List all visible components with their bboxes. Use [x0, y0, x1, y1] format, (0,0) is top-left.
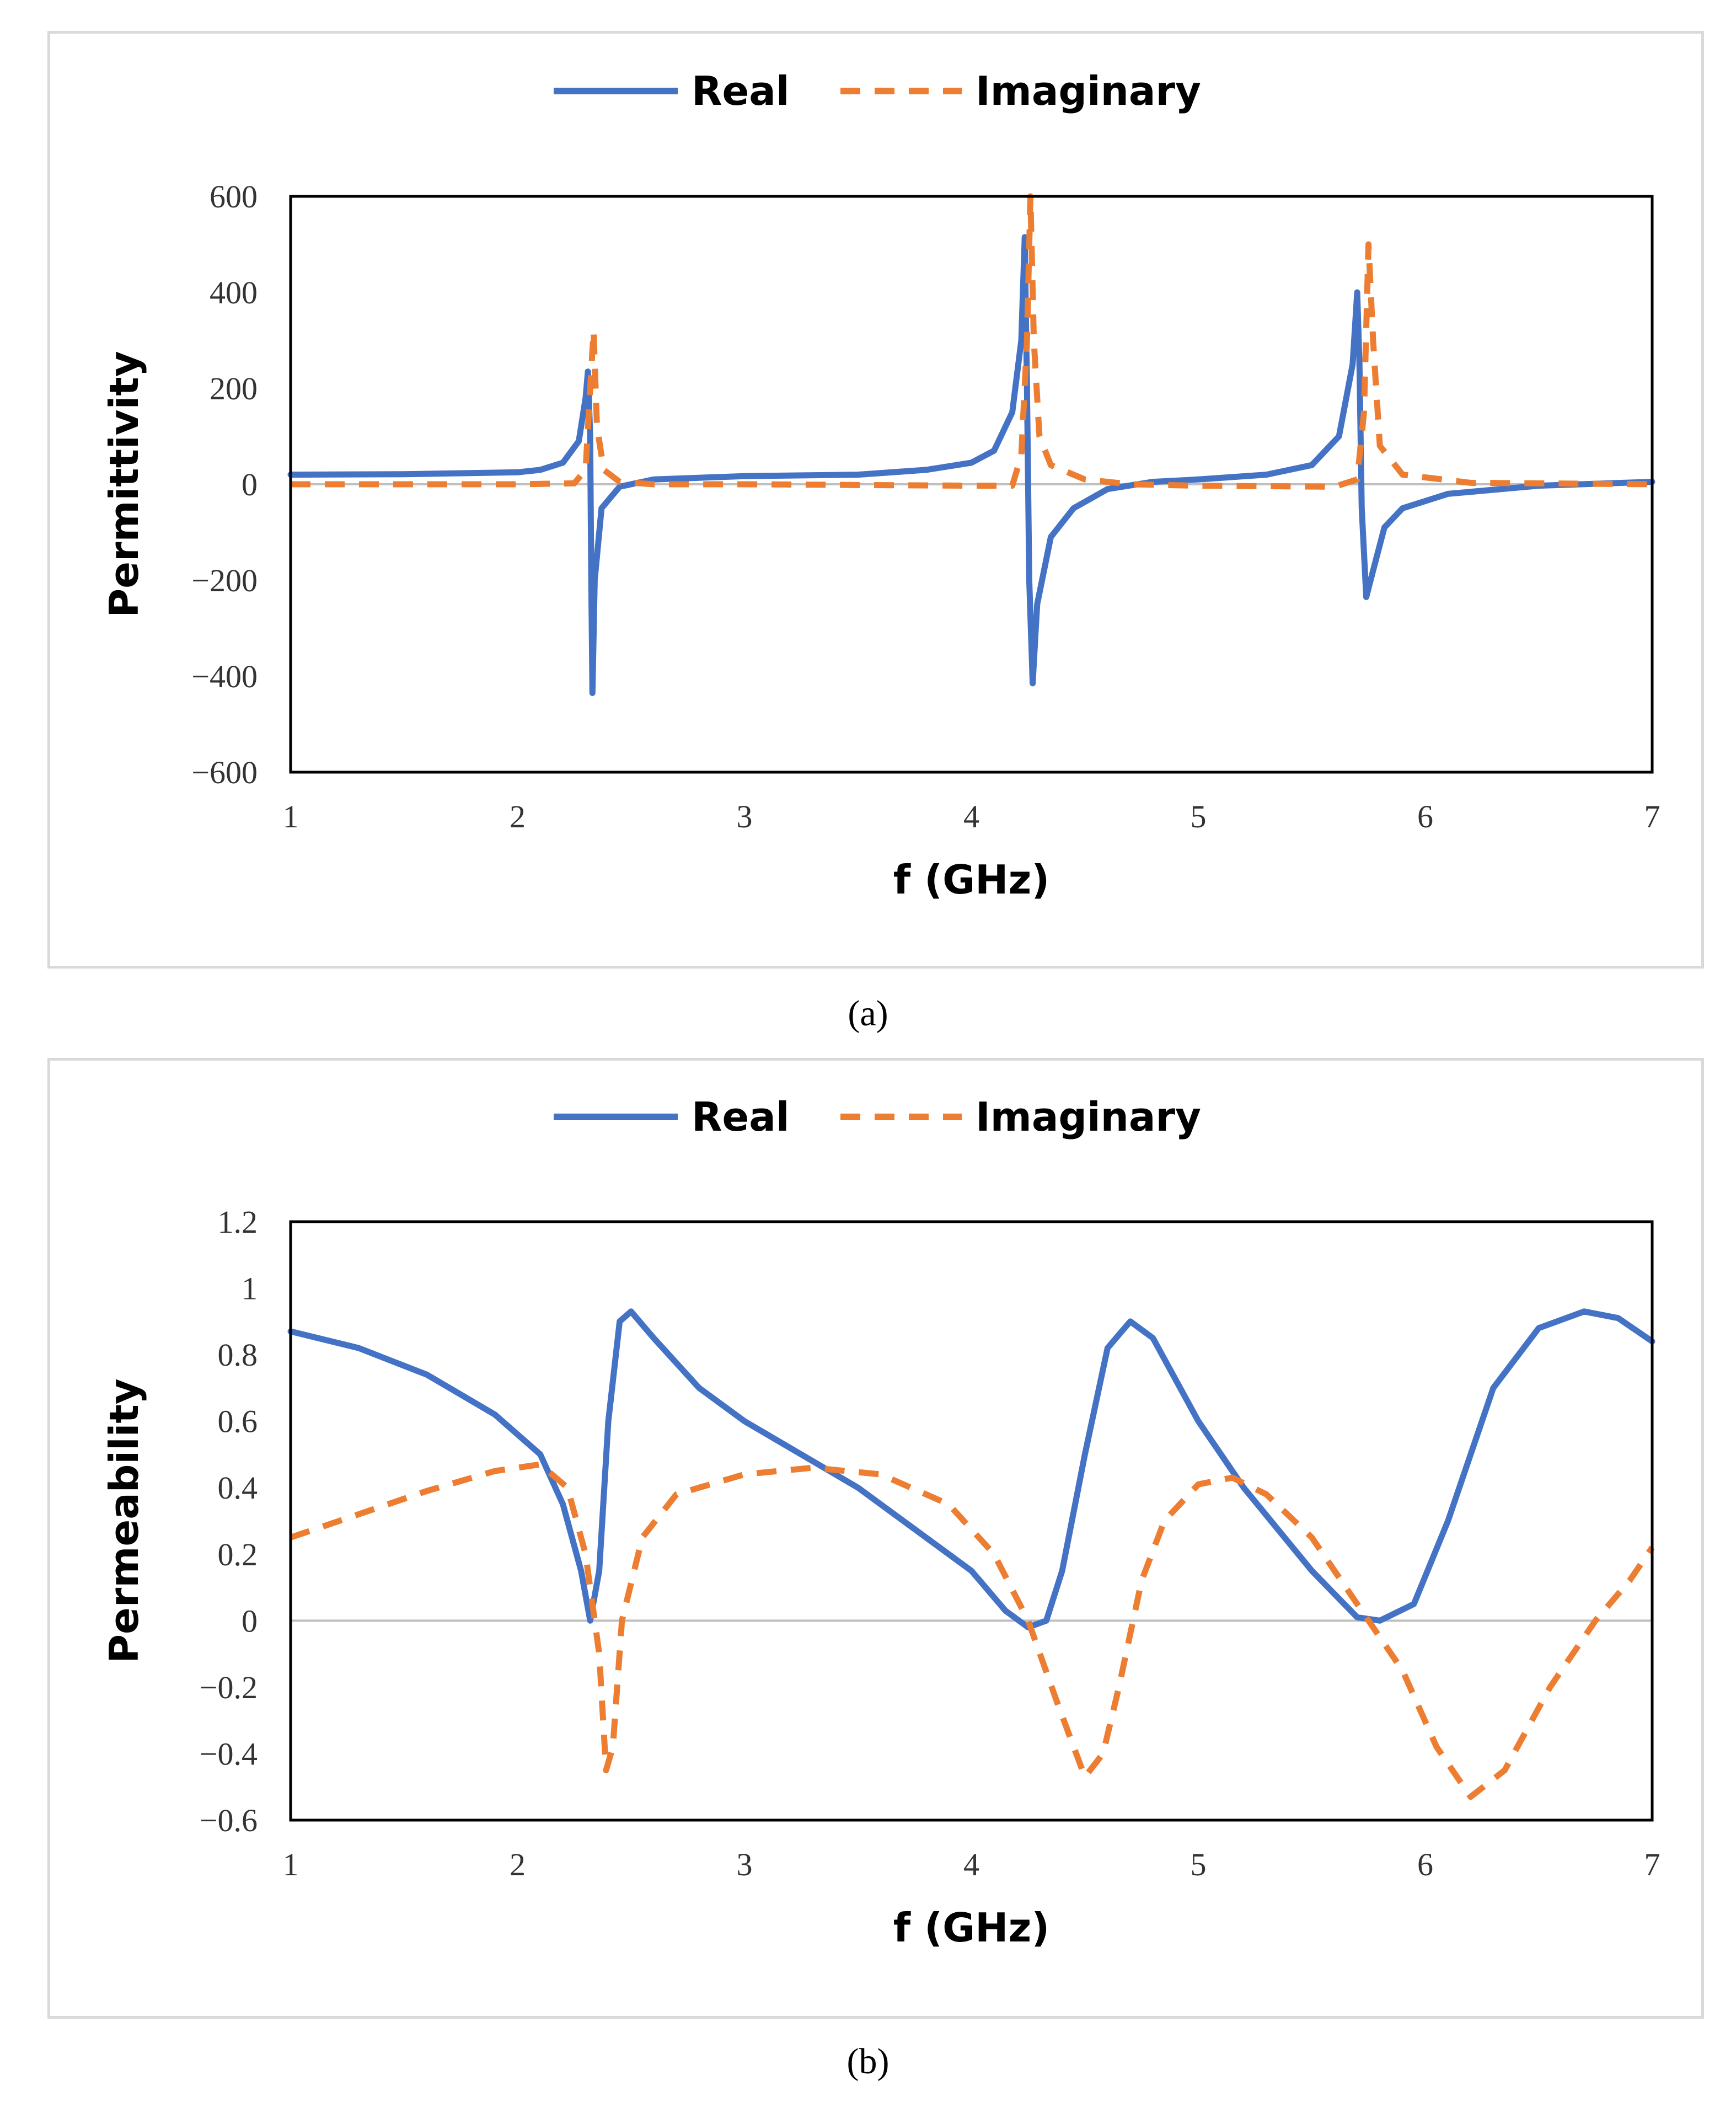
x-tick-label: 7: [1644, 799, 1660, 834]
caption-a: (a): [848, 993, 888, 1034]
x-tick-label: 6: [1417, 799, 1433, 834]
x-tick-label: 4: [963, 799, 979, 834]
y-tick-label: 400: [210, 275, 258, 311]
x-axis-title: f (GHz): [893, 857, 1049, 903]
x-tick-label: 1: [283, 1847, 299, 1882]
y-tick-label: 0: [242, 467, 258, 502]
chart-panel-permeability: [47, 1058, 1704, 2019]
plot-area-border: [289, 1220, 1654, 1822]
x-tick-label: 5: [1191, 1847, 1207, 1882]
x-tick-label: 7: [1644, 1847, 1660, 1882]
y-tick-label: 1.2: [218, 1204, 258, 1240]
y-tick-label: 0.6: [218, 1404, 258, 1440]
series-line-imaginary: [291, 193, 1653, 490]
caption-b: (b): [846, 2041, 890, 2082]
y-tick-label: 0.8: [218, 1337, 258, 1373]
plot-area-border: [289, 195, 1654, 774]
y-tick-label: 0: [242, 1603, 258, 1639]
y-tick-label: −400: [191, 659, 258, 694]
x-tick-label: 6: [1417, 1847, 1433, 1882]
x-tick-label: 3: [737, 799, 753, 834]
chart-a: −600 −400 −200 0 200 400 600 1 2 3 4 5 6 7 f (GHz) Perm…: [101, 68, 1660, 903]
x-tick-label: 5: [1191, 799, 1207, 834]
y-tick-label: 0.4: [218, 1470, 258, 1506]
y-axis-title: Permittivity: [101, 351, 147, 617]
y-axis-title: Permeability: [101, 1378, 147, 1663]
x-tick-label: 4: [963, 1847, 979, 1882]
y-tick-label: 1: [242, 1271, 258, 1307]
series-line-real: [287, 234, 1655, 696]
legend-label-imaginary: Imaginary: [976, 1094, 1201, 1140]
legend-label-imaginary: Imaginary: [976, 68, 1201, 114]
legend-label-real: Real: [692, 68, 790, 114]
y-tick-label: 0.2: [218, 1537, 258, 1572]
y-tick-label: −200: [191, 563, 258, 598]
y-tick-label: −600: [191, 755, 258, 790]
x-tick-label: 2: [510, 799, 526, 834]
x-tick-label: 2: [510, 1847, 526, 1882]
y-tick-label: −0.4: [200, 1736, 258, 1772]
series-line-imaginary: [290, 1461, 1655, 1800]
x-tick-label: 3: [737, 1847, 753, 1882]
legend-label-real: Real: [692, 1094, 790, 1140]
chart-b: −0.6 −0.4 −0.2 0 0.2 0.4 0.6 0.8 1 1.2 1 2 3 4 5 6 7 f (G…: [101, 1094, 1660, 1951]
x-tick-label: 1: [283, 799, 299, 834]
legend: Real Imaginary: [554, 68, 1201, 114]
y-tick-label: −0.6: [200, 1802, 258, 1838]
y-tick-label: −0.2: [200, 1670, 258, 1705]
legend: Real Imaginary: [554, 1094, 1201, 1140]
x-axis-title: f (GHz): [893, 1905, 1049, 1951]
y-tick-label: 200: [210, 371, 258, 406]
y-tick-label: 600: [210, 179, 258, 215]
